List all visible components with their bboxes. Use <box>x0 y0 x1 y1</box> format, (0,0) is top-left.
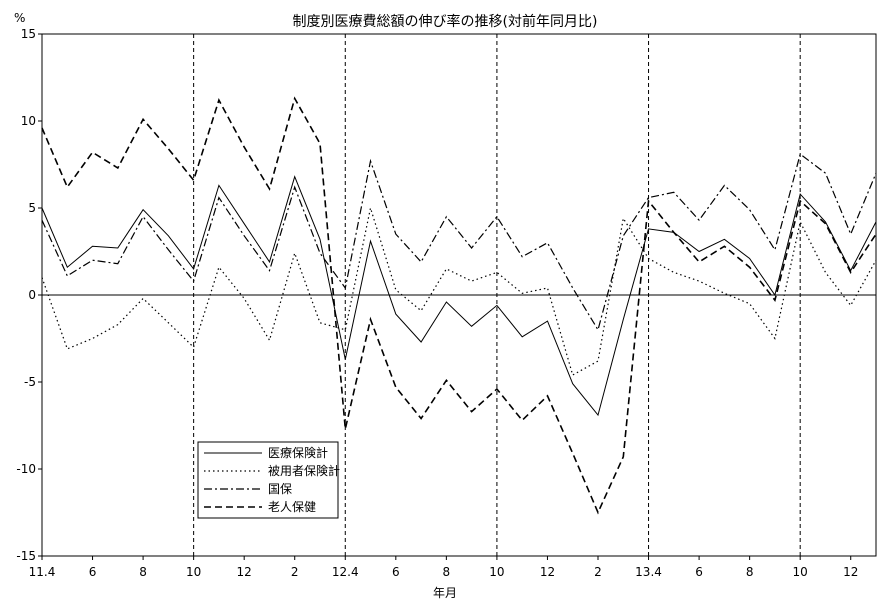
y-tick-label: -5 <box>24 375 36 389</box>
series-line-3 <box>41 153 877 332</box>
x-tick-label: 2 <box>594 565 602 579</box>
y-tick-label: -10 <box>16 462 36 476</box>
x-tick-label: 12 <box>843 565 858 579</box>
series-lines <box>41 96 877 515</box>
x-tick-label: 2 <box>291 565 299 579</box>
x-tick-label: 12 <box>237 565 252 579</box>
legend-entry: 被用者保険計 <box>268 463 340 478</box>
x-axis-label: 年月 <box>433 586 457 600</box>
series-line-1 <box>41 175 877 417</box>
x-tick-label: 8 <box>139 565 147 579</box>
x-tick-label: 6 <box>392 565 400 579</box>
x-tick-label: 10 <box>489 565 504 579</box>
legend-entry: 老人保健 <box>268 500 316 514</box>
y-axis-ticks: 15 10 5 0 -5 -10 -15 <box>16 27 42 563</box>
x-axis-ticks: 11.4 6 8 10 12 2 12.4 6 8 10 12 2 13.4 6 8 10 12 <box>29 556 858 579</box>
y-tick-label: 0 <box>28 288 36 302</box>
legend-entry: 医療保険計 <box>268 445 328 460</box>
y-axis-unit-label: % <box>14 11 25 25</box>
x-tick-label: 6 <box>89 565 97 579</box>
chart-title: 制度別医療費総額の伸び率の推移(対前年同月比) <box>293 13 598 30</box>
x-tick-label: 12 <box>540 565 555 579</box>
legend-entry: 国保 <box>268 482 292 496</box>
series-line-2 <box>41 207 877 376</box>
y-tick-label: -15 <box>16 549 36 563</box>
x-tick-label: 12.4 <box>332 565 359 579</box>
y-tick-label: 5 <box>28 201 36 215</box>
y-tick-label: 10 <box>21 114 36 128</box>
x-tick-label: 11.4 <box>29 565 56 579</box>
x-tick-label: 10 <box>793 565 808 579</box>
x-tick-label: 6 <box>695 565 703 579</box>
x-tick-label: 13.4 <box>635 565 662 579</box>
series-line-4 <box>41 96 877 515</box>
x-tick-label: 8 <box>443 565 451 579</box>
y-tick-label: 15 <box>21 27 36 41</box>
legend-box <box>197 441 339 519</box>
x-tick-label: 8 <box>746 565 754 579</box>
x-tick-label: 10 <box>186 565 201 579</box>
